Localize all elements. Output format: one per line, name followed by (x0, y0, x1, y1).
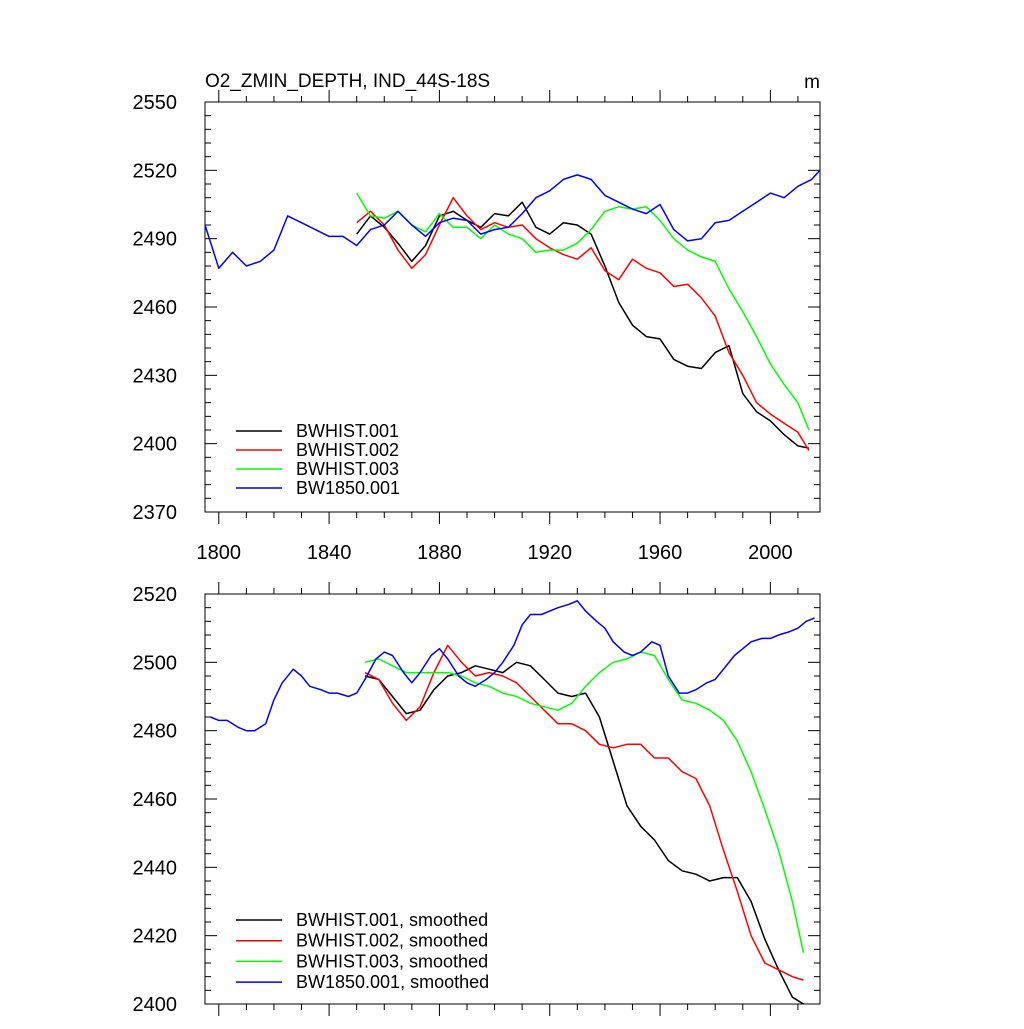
legend-label: BWHIST.001 (296, 421, 399, 441)
legend-label: BWHIST.001, smoothed (296, 910, 488, 930)
y-tick-label: 2500 (133, 652, 178, 674)
y-tick-label: 2440 (133, 857, 178, 879)
x-tick-label: 1920 (527, 542, 572, 564)
series-line-bwhist-003-smoothed (364, 651, 805, 953)
x-tick-label: 2000 (748, 542, 793, 564)
legend-label: BWHIST.002, smoothed (296, 931, 488, 951)
units-label: m (804, 72, 820, 93)
y-tick-label: 2520 (133, 584, 178, 606)
series-line-bwhist-002 (356, 196, 810, 451)
series-line-bw1850-001 (204, 169, 821, 270)
x-tick-label: 1840 (307, 542, 352, 564)
series-line-bwhist-001 (356, 201, 810, 449)
legend-label: BW1850.001 (296, 478, 400, 498)
y-tick-label: 2550 (133, 92, 178, 114)
series-line-bwhist-003 (356, 192, 810, 431)
y-tick-label: 2400 (133, 994, 178, 1016)
legend-label: BWHIST.003, smoothed (296, 951, 488, 971)
y-tick-label: 2490 (133, 229, 178, 251)
y-tick-label: 2370 (133, 502, 178, 524)
legend-label: BW1850.001, smoothed (296, 972, 489, 992)
series-line-bwhist-002-smoothed (364, 644, 804, 981)
legend-label: BWHIST.003 (296, 459, 399, 479)
y-tick-label: 2460 (133, 789, 178, 811)
series-line-bw1850-001-smoothed (210, 600, 815, 732)
y-tick-label: 2480 (133, 721, 178, 743)
y-tick-label: 2460 (133, 297, 178, 319)
legend-label: BWHIST.002 (296, 440, 399, 460)
y-tick-label: 2520 (133, 160, 178, 182)
top-panel: O2_ZMIN_DEPTH, IND_44S-18S m 2370 2400 243… (133, 71, 821, 564)
x-tick-label: 1880 (417, 542, 462, 564)
y-tick-label: 2430 (133, 365, 178, 387)
bottom-panel: 2400 2420 2440 2460 2480 2500 2520 BWHIST.001, … (133, 582, 821, 1016)
x-tick-label: 1960 (638, 542, 683, 564)
chart-title: O2_ZMIN_DEPTH, IND_44S-18S (205, 71, 490, 92)
x-tick-label: 1800 (197, 542, 242, 564)
y-tick-label: 2420 (133, 926, 178, 948)
y-tick-label: 2400 (133, 434, 178, 456)
